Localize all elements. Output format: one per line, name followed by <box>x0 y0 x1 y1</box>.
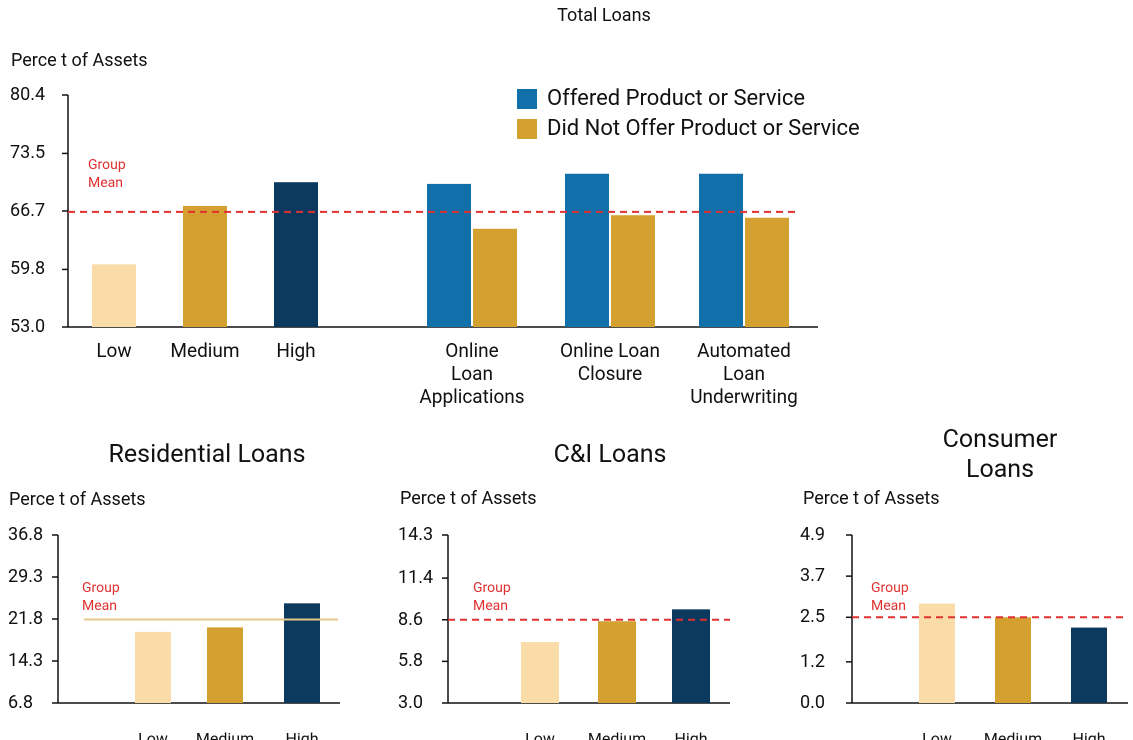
bar <box>611 215 655 327</box>
y-axis-label: Perce t of Assets <box>803 488 940 510</box>
chart-title: Consumer Loans <box>942 425 1058 484</box>
x-tick-label: Automated Loan Underwriting <box>690 339 798 408</box>
bar <box>427 183 471 327</box>
x-tick-label: Medium <box>587 729 647 740</box>
y-tick-label: 14.3 <box>8 650 44 672</box>
bar <box>745 217 789 327</box>
y-axis-label: Perce t of Assets <box>11 50 148 72</box>
mean-label: Group Mean <box>871 579 909 614</box>
mean-label: Group Mean <box>473 579 511 614</box>
legend-label: Offered Product or Service <box>547 85 806 111</box>
bar <box>598 621 636 703</box>
x-tick-label: Online Loan Applications <box>419 339 525 408</box>
bar <box>473 228 517 327</box>
x-tick-label: High <box>1072 729 1106 740</box>
y-tick-label: 59.8 <box>10 258 46 280</box>
y-tick-label: 36.8 <box>8 524 44 546</box>
chart-title: Total Loans <box>557 5 651 27</box>
y-tick-label: 6.8 <box>8 692 33 714</box>
bar <box>565 173 609 327</box>
bar <box>919 603 955 703</box>
y-tick-label: 11.4 <box>398 567 434 589</box>
y-tick-label: 66.7 <box>10 200 46 222</box>
bar <box>284 603 320 703</box>
bar <box>207 627 243 703</box>
y-tick-label: 29.3 <box>8 566 44 588</box>
x-tick-label: Medium <box>983 729 1043 740</box>
y-tick-label: 3.7 <box>800 565 825 587</box>
bar <box>274 182 318 327</box>
mean-label: Group Mean <box>82 579 120 614</box>
bar <box>521 642 559 703</box>
chart-title: Residential Loans <box>108 440 306 469</box>
chart-title: C&I Loans <box>553 440 667 469</box>
y-tick-label: 8.6 <box>398 608 423 630</box>
x-tick-label: Online Loan Closure <box>560 339 660 385</box>
x-tick-label: Low <box>138 729 168 740</box>
bar <box>183 205 227 327</box>
y-tick-label: 2.5 <box>800 606 825 628</box>
y-tick-label: 1.2 <box>800 651 825 673</box>
y-tick-label: 0.0 <box>800 692 825 714</box>
y-tick-label: 53.0 <box>10 316 46 338</box>
legend-swatch <box>517 119 537 139</box>
bar <box>92 264 136 327</box>
x-tick-label: Medium <box>195 729 255 740</box>
bar <box>699 173 743 327</box>
x-tick-label: High <box>285 729 319 740</box>
bar <box>995 617 1031 703</box>
y-axis-label: Perce t of Assets <box>9 489 146 511</box>
y-tick-label: 21.8 <box>8 608 44 630</box>
x-tick-label: Low <box>96 339 132 362</box>
legend-label: Did Not Offer Product or Service <box>547 115 860 141</box>
bar <box>1071 627 1107 703</box>
y-tick-label: 3.0 <box>398 692 423 714</box>
y-axis-label: Perce t of Assets <box>400 488 537 510</box>
y-tick-label: 5.8 <box>398 650 423 672</box>
y-tick-label: 80.4 <box>10 84 46 106</box>
legend-swatch <box>517 89 537 109</box>
y-tick-label: 14.3 <box>398 524 434 546</box>
bar <box>135 631 171 703</box>
mean-label: Group Mean <box>88 156 126 191</box>
x-tick-label: High <box>276 339 316 362</box>
bar <box>672 609 710 703</box>
y-tick-label: 4.9 <box>800 524 825 546</box>
x-tick-label: Low <box>525 729 555 740</box>
x-tick-label: Medium <box>170 339 240 362</box>
x-tick-label: Low <box>922 729 952 740</box>
x-tick-label: High <box>674 729 708 740</box>
y-tick-label: 73.5 <box>10 142 46 164</box>
